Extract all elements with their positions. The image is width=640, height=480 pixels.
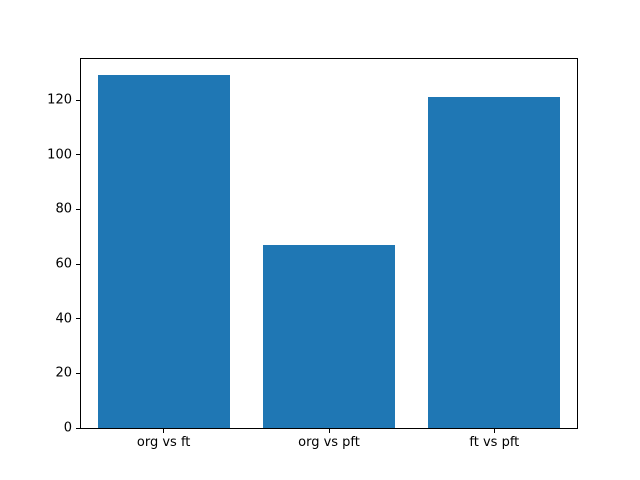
y-axis-tick [76, 208, 80, 210]
y-axis-tick [76, 427, 80, 429]
y-axis-tick [76, 154, 80, 156]
y-axis-tick-label: 40 [55, 311, 72, 327]
bar-ft-vs-pft [428, 97, 560, 428]
y-axis-tick [76, 263, 80, 265]
x-axis-tick [493, 429, 495, 433]
y-axis-tick-label: 120 [47, 92, 72, 108]
x-axis-tick-label: ft vs pft [469, 435, 520, 450]
x-axis-tick-label: org vs pft [298, 435, 360, 450]
x-axis-tick [328, 429, 330, 433]
y-axis-tick-label: 80 [55, 201, 72, 217]
y-axis-tick-label: 20 [55, 365, 72, 381]
y-axis-tick [76, 99, 80, 101]
y-axis-tick-label: 60 [55, 256, 72, 272]
x-axis-tick [163, 429, 165, 433]
x-axis-tick-label: org vs ft [136, 435, 191, 450]
plot-area: 0 20 40 60 80 100 120 org vs ft org vs pft ft vs … [47, 58, 578, 449]
y-axis-tick [76, 372, 80, 374]
bar-org-vs-ft [98, 75, 230, 428]
y-axis-tick-label: 100 [47, 147, 72, 163]
y-axis-tick-label: 0 [63, 420, 72, 436]
y-axis-tick [76, 318, 80, 320]
bar-org-vs-pft [263, 245, 395, 428]
